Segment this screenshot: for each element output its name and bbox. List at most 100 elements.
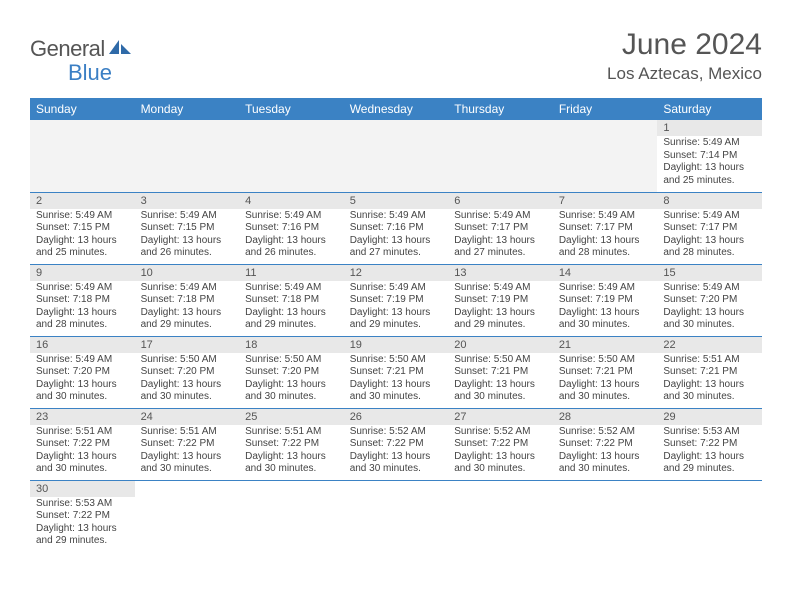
day-number: 18	[239, 337, 344, 353]
sunset-text: Sunset: 7:22 PM	[36, 438, 129, 451]
sunrise-text: Sunrise: 5:49 AM	[36, 210, 129, 223]
day-header: Monday	[135, 98, 240, 120]
day-number: 10	[135, 265, 240, 281]
sunrise-text: Sunrise: 5:50 AM	[245, 354, 338, 367]
sunrise-text: Sunrise: 5:49 AM	[141, 210, 234, 223]
day-number: 7	[553, 193, 658, 209]
day-number: 21	[553, 337, 658, 353]
calendar-cell: 1Sunrise: 5:49 AMSunset: 7:14 PMDaylight…	[657, 120, 762, 192]
calendar-cell: 14Sunrise: 5:49 AMSunset: 7:19 PMDayligh…	[553, 264, 658, 336]
day-detail: Sunrise: 5:53 AMSunset: 7:22 PMDaylight:…	[657, 425, 762, 479]
day-detail: Sunrise: 5:52 AMSunset: 7:22 PMDaylight:…	[448, 425, 553, 479]
calendar-week-row: 30Sunrise: 5:53 AMSunset: 7:22 PMDayligh…	[30, 480, 762, 552]
daylight-text: Daylight: 13 hours	[559, 451, 652, 464]
sunset-text: Sunset: 7:22 PM	[141, 438, 234, 451]
calendar-cell: 29Sunrise: 5:53 AMSunset: 7:22 PMDayligh…	[657, 408, 762, 480]
sunset-text: Sunset: 7:15 PM	[36, 222, 129, 235]
daylight-text: and 30 minutes.	[454, 391, 547, 404]
daylight-text: and 27 minutes.	[454, 247, 547, 260]
day-number: 25	[239, 409, 344, 425]
calendar-cell	[30, 120, 135, 192]
daylight-text: Daylight: 13 hours	[663, 451, 756, 464]
sunset-text: Sunset: 7:17 PM	[454, 222, 547, 235]
sunrise-text: Sunrise: 5:49 AM	[36, 354, 129, 367]
day-number: 16	[30, 337, 135, 353]
daylight-text: Daylight: 13 hours	[663, 235, 756, 248]
sunrise-text: Sunrise: 5:51 AM	[36, 426, 129, 439]
sunset-text: Sunset: 7:20 PM	[141, 366, 234, 379]
sunset-text: Sunset: 7:22 PM	[559, 438, 652, 451]
calendar-cell: 4Sunrise: 5:49 AMSunset: 7:16 PMDaylight…	[239, 192, 344, 264]
daylight-text: and 28 minutes.	[36, 319, 129, 332]
sunrise-text: Sunrise: 5:49 AM	[350, 210, 443, 223]
calendar-cell: 25Sunrise: 5:51 AMSunset: 7:22 PMDayligh…	[239, 408, 344, 480]
sunset-text: Sunset: 7:19 PM	[454, 294, 547, 307]
sunset-text: Sunset: 7:21 PM	[454, 366, 547, 379]
sunset-text: Sunset: 7:16 PM	[350, 222, 443, 235]
day-detail: Sunrise: 5:50 AMSunset: 7:20 PMDaylight:…	[135, 353, 240, 407]
day-number: 14	[553, 265, 658, 281]
sunset-text: Sunset: 7:22 PM	[245, 438, 338, 451]
daylight-text: and 28 minutes.	[663, 247, 756, 260]
calendar-cell	[344, 120, 449, 192]
daylight-text: and 30 minutes.	[663, 319, 756, 332]
sunrise-text: Sunrise: 5:51 AM	[141, 426, 234, 439]
day-number: 1	[657, 120, 762, 136]
sunset-text: Sunset: 7:18 PM	[36, 294, 129, 307]
calendar-cell	[448, 480, 553, 552]
day-header: Friday	[553, 98, 658, 120]
daylight-text: and 29 minutes.	[141, 319, 234, 332]
calendar-cell: 30Sunrise: 5:53 AMSunset: 7:22 PMDayligh…	[30, 480, 135, 552]
daylight-text: and 30 minutes.	[141, 463, 234, 476]
sunrise-text: Sunrise: 5:49 AM	[559, 282, 652, 295]
daylight-text: Daylight: 13 hours	[454, 451, 547, 464]
calendar-cell: 20Sunrise: 5:50 AMSunset: 7:21 PMDayligh…	[448, 336, 553, 408]
day-number: 11	[239, 265, 344, 281]
sunrise-text: Sunrise: 5:52 AM	[350, 426, 443, 439]
sunset-text: Sunset: 7:14 PM	[663, 150, 756, 163]
sunrise-text: Sunrise: 5:52 AM	[559, 426, 652, 439]
daylight-text: Daylight: 13 hours	[663, 379, 756, 392]
daylight-text: and 30 minutes.	[141, 391, 234, 404]
daylight-text: Daylight: 13 hours	[454, 235, 547, 248]
sunset-text: Sunset: 7:19 PM	[350, 294, 443, 307]
sunrise-text: Sunrise: 5:49 AM	[559, 210, 652, 223]
daylight-text: and 30 minutes.	[245, 463, 338, 476]
day-detail: Sunrise: 5:49 AMSunset: 7:19 PMDaylight:…	[448, 281, 553, 335]
day-header: Wednesday	[344, 98, 449, 120]
calendar-cell: 6Sunrise: 5:49 AMSunset: 7:17 PMDaylight…	[448, 192, 553, 264]
daylight-text: Daylight: 13 hours	[350, 451, 443, 464]
location: Los Aztecas, Mexico	[607, 64, 762, 84]
day-number: 5	[344, 193, 449, 209]
calendar-week-row: 2Sunrise: 5:49 AMSunset: 7:15 PMDaylight…	[30, 192, 762, 264]
day-detail: Sunrise: 5:49 AMSunset: 7:14 PMDaylight:…	[657, 136, 762, 190]
daylight-text: Daylight: 13 hours	[350, 235, 443, 248]
calendar-week-row: 16Sunrise: 5:49 AMSunset: 7:20 PMDayligh…	[30, 336, 762, 408]
sunrise-text: Sunrise: 5:50 AM	[454, 354, 547, 367]
daylight-text: and 30 minutes.	[245, 391, 338, 404]
calendar-cell: 8Sunrise: 5:49 AMSunset: 7:17 PMDaylight…	[657, 192, 762, 264]
sunset-text: Sunset: 7:22 PM	[454, 438, 547, 451]
day-detail: Sunrise: 5:51 AMSunset: 7:22 PMDaylight:…	[239, 425, 344, 479]
logo-text-blue: Blue	[68, 60, 112, 86]
day-detail: Sunrise: 5:49 AMSunset: 7:17 PMDaylight:…	[657, 209, 762, 263]
sunrise-text: Sunrise: 5:49 AM	[245, 282, 338, 295]
calendar-cell: 11Sunrise: 5:49 AMSunset: 7:18 PMDayligh…	[239, 264, 344, 336]
day-number: 24	[135, 409, 240, 425]
calendar-cell: 26Sunrise: 5:52 AMSunset: 7:22 PMDayligh…	[344, 408, 449, 480]
calendar-cell	[135, 480, 240, 552]
sunrise-text: Sunrise: 5:49 AM	[36, 282, 129, 295]
sunset-text: Sunset: 7:22 PM	[36, 510, 129, 523]
daylight-text: Daylight: 13 hours	[559, 235, 652, 248]
daylight-text: Daylight: 13 hours	[559, 307, 652, 320]
calendar-cell: 10Sunrise: 5:49 AMSunset: 7:18 PMDayligh…	[135, 264, 240, 336]
sunset-text: Sunset: 7:20 PM	[36, 366, 129, 379]
day-detail: Sunrise: 5:49 AMSunset: 7:17 PMDaylight:…	[448, 209, 553, 263]
day-detail: Sunrise: 5:53 AMSunset: 7:22 PMDaylight:…	[30, 497, 135, 551]
daylight-text: and 29 minutes.	[454, 319, 547, 332]
day-detail: Sunrise: 5:52 AMSunset: 7:22 PMDaylight:…	[553, 425, 658, 479]
calendar-cell: 27Sunrise: 5:52 AMSunset: 7:22 PMDayligh…	[448, 408, 553, 480]
daylight-text: and 29 minutes.	[350, 319, 443, 332]
day-number: 6	[448, 193, 553, 209]
sunset-text: Sunset: 7:21 PM	[663, 366, 756, 379]
